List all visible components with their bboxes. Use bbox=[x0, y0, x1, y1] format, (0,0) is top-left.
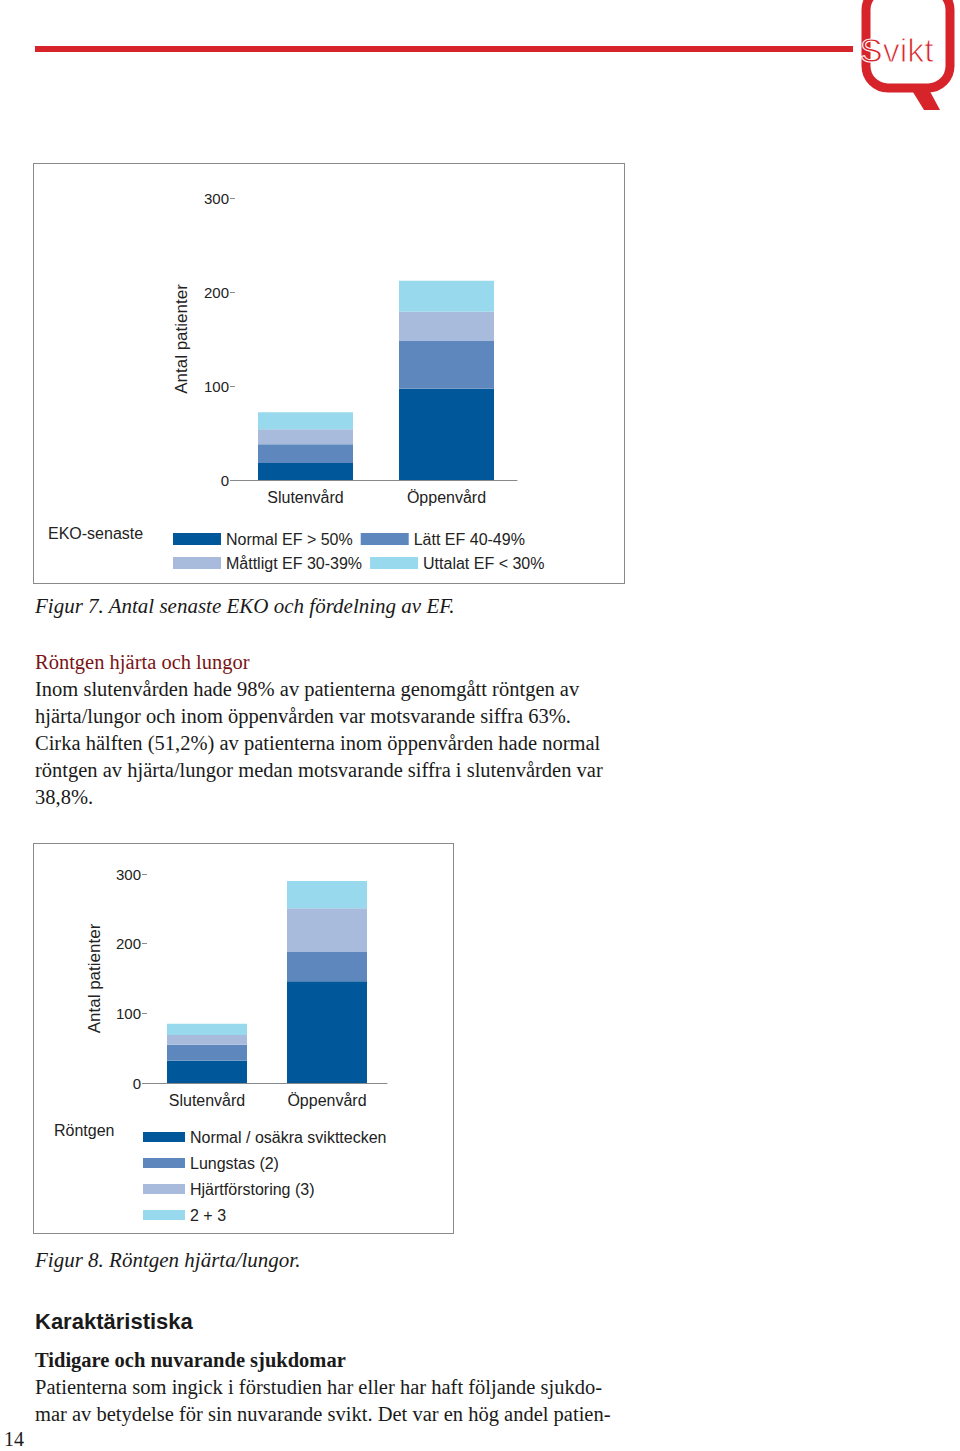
html-text:Röntgen hjärta och lungor: Röntgen hjärta och lungor bbox=[35, 651, 250, 673]
html-text:14: 14 bbox=[4, 1428, 24, 1450]
svg-text:0: 0 bbox=[133, 1075, 141, 1092]
svg-text:100: 100 bbox=[116, 1005, 141, 1022]
svg-text:200: 200 bbox=[116, 935, 141, 952]
html-text:hjärta/lungor och inom öppenvå: hjärta/lungor och inom öppenvården var m… bbox=[35, 705, 571, 727]
html-text:Tidigare och nuvarande sjukdom: Tidigare och nuvarande sjukdomar bbox=[35, 1349, 346, 1371]
html-text:mar av betydelse för sin nuvar: mar av betydelse för sin nuvarande svikt… bbox=[35, 1403, 611, 1425]
html-text:Inom slutenvården hade 98% av: Inom slutenvården hade 98% av patientern… bbox=[35, 678, 580, 700]
svg-text:Lungstas (2): Lungstas (2) bbox=[190, 1155, 279, 1172]
html-text:38,8%.: 38,8%. bbox=[35, 786, 94, 808]
html-text:röntgen av hjärta/lungor medan: röntgen av hjärta/lungor medan motsvaran… bbox=[35, 759, 603, 781]
svg-text:Normal EF > 50%: Normal EF > 50% bbox=[226, 531, 353, 548]
svg-text:Antal patienter: Antal patienter bbox=[172, 284, 191, 394]
svg-text:Öppenvård: Öppenvård bbox=[407, 489, 486, 506]
svg-text:Öppenvård: Öppenvård bbox=[287, 1092, 366, 1109]
svg-text:Slutenvård: Slutenvård bbox=[169, 1092, 246, 1109]
svg-text:300: 300 bbox=[204, 190, 229, 207]
svg-text:Svikt: Svikt bbox=[860, 31, 934, 69]
svg-text:Röntgen: Röntgen bbox=[54, 1122, 115, 1139]
svg-text:100: 100 bbox=[204, 378, 229, 395]
svg-text:200: 200 bbox=[204, 284, 229, 301]
html-text:Karaktäristiska: Karaktäristiska bbox=[35, 1309, 193, 1334]
svg-text:Antal patienter: Antal patienter bbox=[85, 923, 104, 1033]
html-text:Figur 8. Röntgen hjärta/lungor: Figur 8. Röntgen hjärta/lungor. bbox=[35, 1248, 301, 1272]
html-text:Cirka hälften (51,2%) av patie: Cirka hälften (51,2%) av patienterna ino… bbox=[35, 732, 601, 754]
html-text:Figur 7. Antal senaste EKO och: Figur 7. Antal senaste EKO och fördelnin… bbox=[35, 594, 455, 618]
svg-text:Uttalat EF < 30%: Uttalat EF < 30% bbox=[423, 555, 544, 572]
svg-text:Slutenvård: Slutenvård bbox=[267, 489, 344, 506]
svg-text:300: 300 bbox=[116, 866, 141, 883]
svg-text:0: 0 bbox=[221, 472, 229, 489]
html-text:Patienterna som ingick i först: Patienterna som ingick i förstudien har … bbox=[35, 1376, 602, 1398]
svg-text:Lätt EF 40-49%: Lätt EF 40-49% bbox=[414, 531, 525, 548]
svg-text:Normal / osäkra svikttecken: Normal / osäkra svikttecken bbox=[190, 1129, 387, 1146]
svg-text:EKO-senaste: EKO-senaste bbox=[48, 525, 143, 542]
svg-text:2 + 3: 2 + 3 bbox=[190, 1207, 226, 1224]
svg-text:Hjärtförstoring (3): Hjärtförstoring (3) bbox=[190, 1181, 314, 1198]
svg-text:Måttligt EF 30-39%: Måttligt EF 30-39% bbox=[226, 555, 362, 572]
